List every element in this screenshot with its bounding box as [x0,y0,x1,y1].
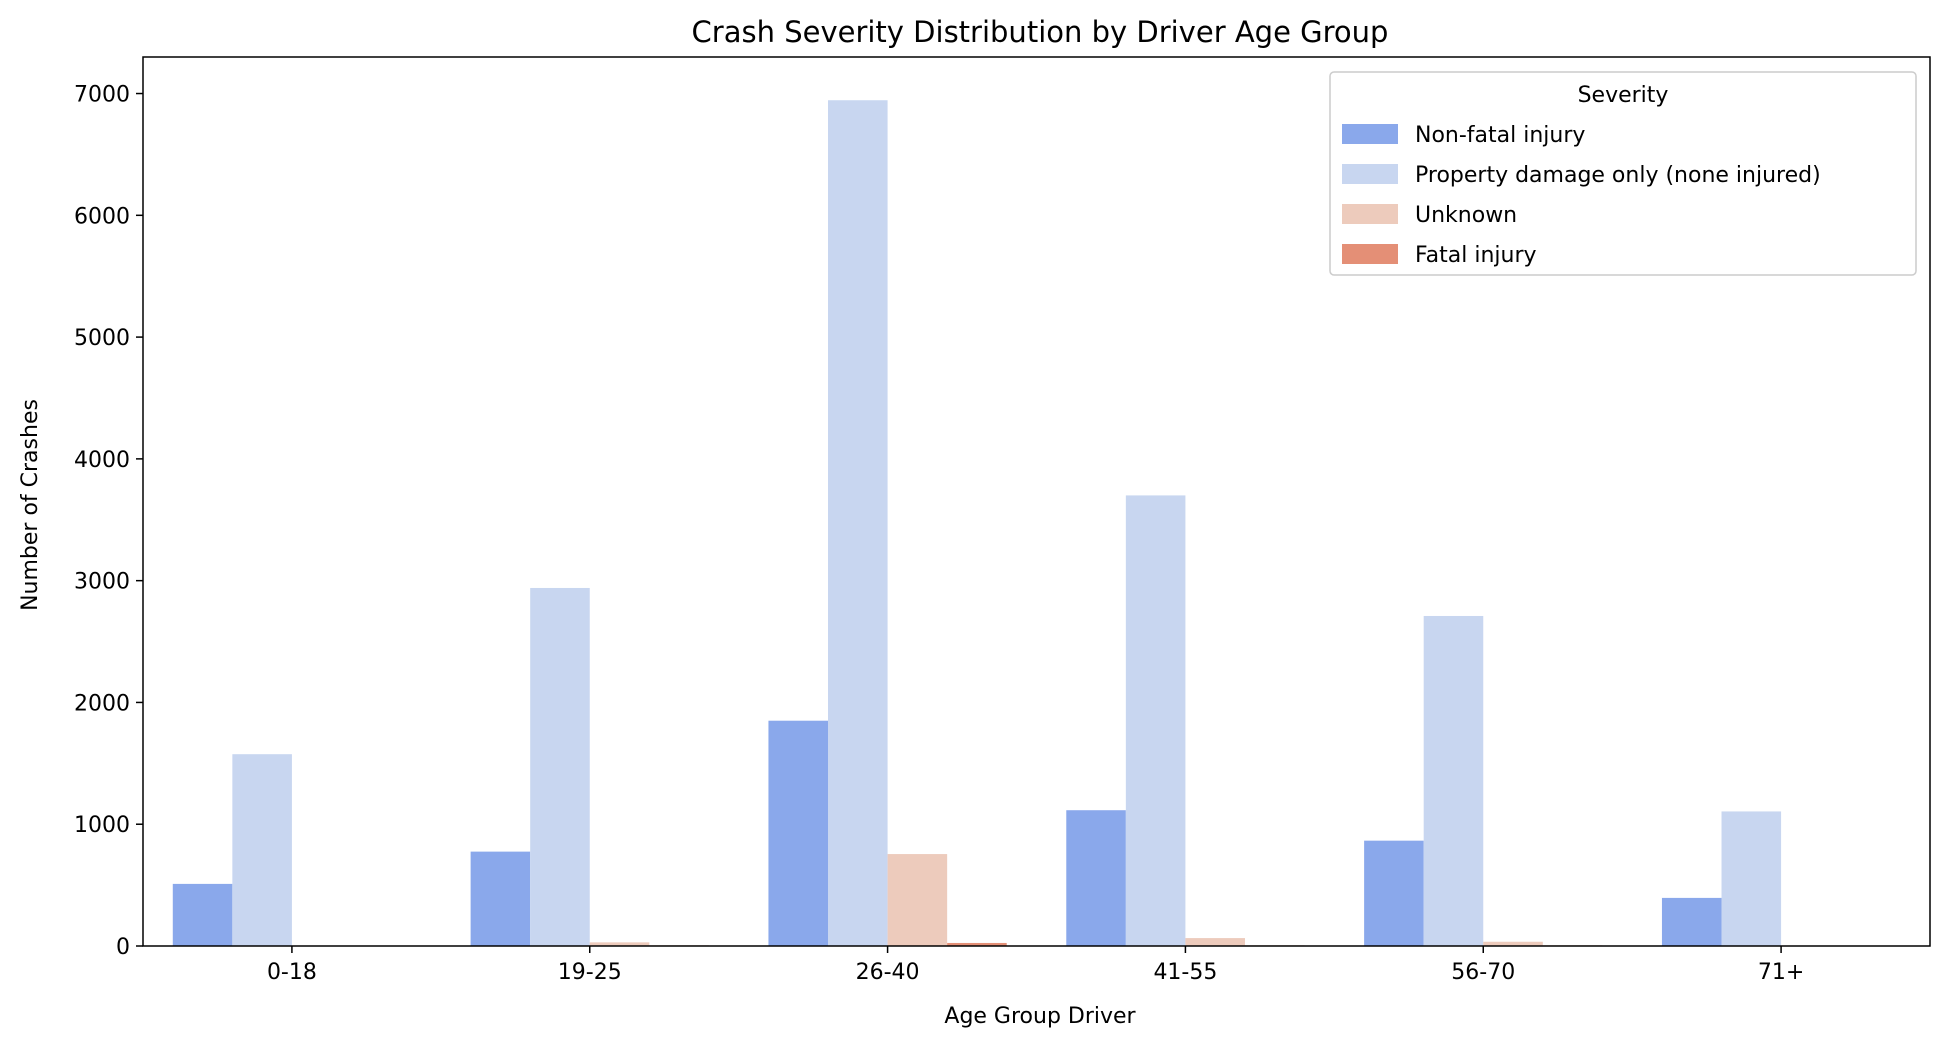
y-tick-label: 7000 [74,83,130,108]
bar [1661,897,1722,946]
x-tick-label: 19-25 [558,960,622,985]
x-tick-label: 26-40 [856,960,920,985]
y-tick-label: 6000 [74,204,130,229]
legend-label: Unknown [1415,203,1517,228]
legend-label: Non-fatal injury [1415,123,1585,148]
y-axis-label: Number of Crashes [18,399,43,611]
legend-label: Property damage only (none injured) [1415,163,1821,188]
chart-title: Crash Severity Distribution by Driver Ag… [692,15,1389,49]
legend-swatch [1342,124,1398,144]
bar [1483,941,1543,946]
y-tick-label: 1000 [74,813,130,838]
legend: Severity Non-fatal injury Property damage … [1329,71,1917,276]
bar [768,720,829,946]
legend-box [1329,71,1917,276]
y-tick-label: 5000 [74,326,130,351]
bar [589,942,650,946]
bar [828,100,888,947]
x-tick-label: 71+ [1758,960,1804,985]
legend-swatch [1342,164,1398,184]
bar [1721,811,1782,946]
bar [172,883,233,946]
legend-title: Severity [1578,83,1669,108]
bar [1185,938,1245,946]
y-tick-label: 4000 [74,448,130,473]
x-axis-label: Age Group Driver [944,1004,1136,1029]
bar [530,587,590,946]
legend-swatch [1342,204,1398,224]
bar [232,754,292,946]
plot-frame [142,56,1931,947]
x-tick-label: 56-70 [1451,960,1515,985]
bar [1125,495,1186,946]
bar [1423,615,1484,946]
bar [470,851,531,946]
plot-area [172,100,1782,947]
bar [947,942,1007,946]
bar [1066,810,1126,946]
bar [1364,840,1424,946]
bar [887,854,948,946]
x-tick-label: 41-55 [1153,960,1217,985]
axes: 0 1000 2000 3000 4000 5000 6000 7000 0-18 19-25 26… [74,56,1931,985]
x-tick-label: 0-18 [267,960,317,985]
legend-label: Fatal injury [1415,243,1537,268]
y-tick-label: 2000 [74,691,130,716]
y-tick-label: 3000 [74,570,130,595]
y-tick-label: 0 [116,935,130,960]
legend-swatch [1342,244,1398,264]
